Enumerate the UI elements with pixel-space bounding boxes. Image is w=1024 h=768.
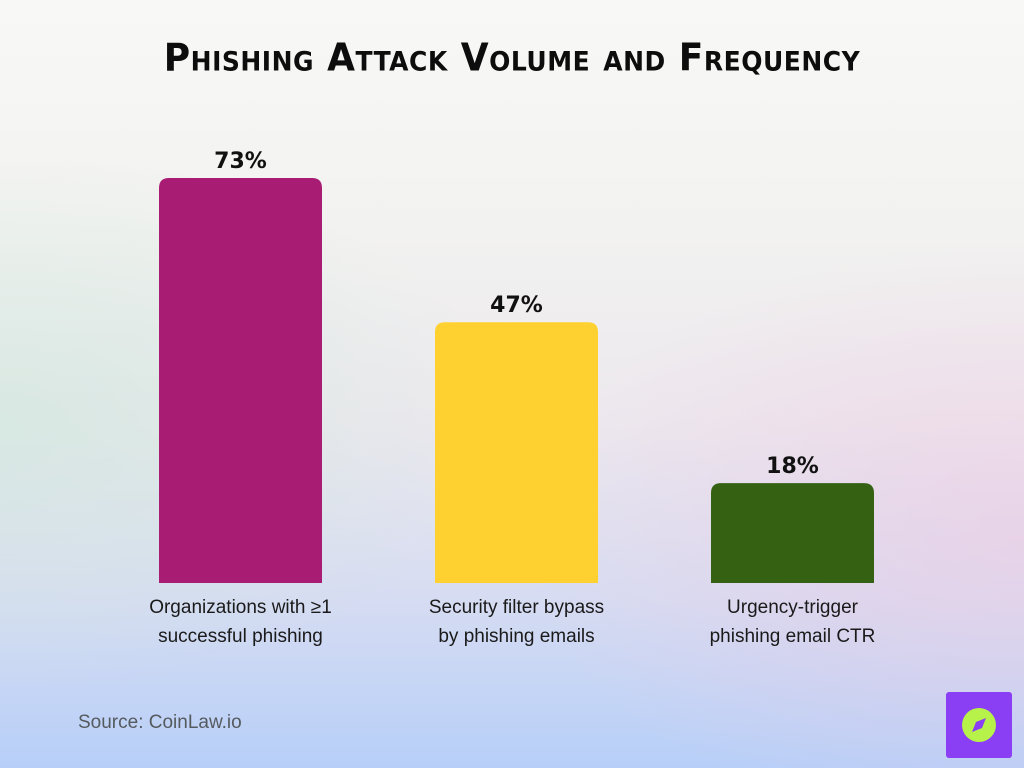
category-label-line: Urgency-trigger: [727, 597, 858, 618]
category-label-line: by phishing emails: [438, 626, 595, 647]
category-label: Security filter bypass by phishing emails: [397, 593, 637, 651]
category-label: Urgency-trigger phishing email CTR: [673, 593, 913, 651]
compass-icon: [962, 708, 996, 742]
bar-value-label: 73%: [214, 149, 267, 174]
bar-1: [159, 178, 322, 583]
category-label-line: Security filter bypass: [428, 597, 605, 618]
category-label: Organizations with ≥1 successful phishing: [121, 593, 361, 651]
category-label-line: successful phishing: [158, 626, 323, 647]
chart-title: Phishing Attack Volume and Frequency: [163, 36, 861, 81]
bar-2: [435, 322, 598, 583]
category-label-line: Organizations with ≥1: [149, 597, 332, 618]
category-label-line: phishing email CTR: [709, 626, 876, 647]
bar-value-label: 47%: [490, 293, 543, 318]
source-note: Source: CoinLaw.io: [78, 712, 242, 733]
brand-logo: [946, 692, 1012, 758]
bar-3: [711, 483, 874, 583]
bar-value-label: 18%: [766, 454, 819, 479]
